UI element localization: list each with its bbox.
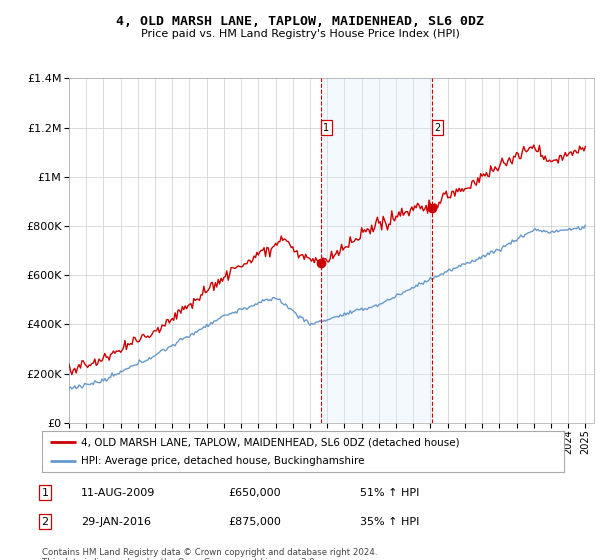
Text: £875,000: £875,000	[228, 517, 281, 527]
Text: Price paid vs. HM Land Registry's House Price Index (HPI): Price paid vs. HM Land Registry's House …	[140, 29, 460, 39]
Text: 11-AUG-2009: 11-AUG-2009	[81, 488, 155, 498]
Text: £650,000: £650,000	[228, 488, 281, 498]
Text: 1: 1	[323, 123, 329, 133]
Text: 51% ↑ HPI: 51% ↑ HPI	[360, 488, 419, 498]
Text: 35% ↑ HPI: 35% ↑ HPI	[360, 517, 419, 527]
Text: 1: 1	[41, 488, 49, 498]
Text: 2: 2	[41, 517, 49, 527]
Text: Contains HM Land Registry data © Crown copyright and database right 2024.
This d: Contains HM Land Registry data © Crown c…	[42, 548, 377, 560]
Text: 29-JAN-2016: 29-JAN-2016	[81, 517, 151, 527]
Text: 4, OLD MARSH LANE, TAPLOW, MAIDENHEAD, SL6 0DZ (detached house): 4, OLD MARSH LANE, TAPLOW, MAIDENHEAD, S…	[81, 437, 460, 447]
Text: 4, OLD MARSH LANE, TAPLOW, MAIDENHEAD, SL6 0DZ: 4, OLD MARSH LANE, TAPLOW, MAIDENHEAD, S…	[116, 15, 484, 27]
Bar	[320, 78, 432, 423]
Text: HPI: Average price, detached house, Buckinghamshire: HPI: Average price, detached house, Buck…	[81, 456, 365, 466]
Text: 2: 2	[434, 123, 440, 133]
